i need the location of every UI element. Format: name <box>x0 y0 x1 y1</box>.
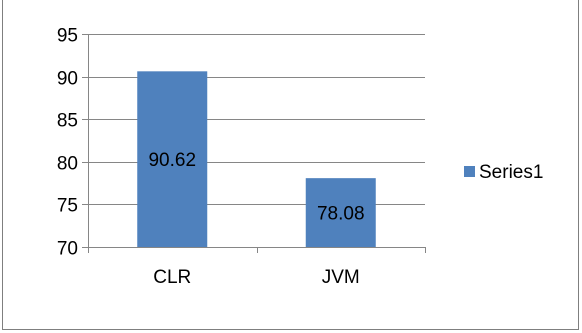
y-tick-label-85: 85 <box>57 111 78 132</box>
y-tick-label-75: 75 <box>57 196 78 217</box>
data-labels: 90.62 78.08 <box>148 150 364 224</box>
x-category-labels: CLR JVM <box>153 267 360 288</box>
y-tick-label-80: 80 <box>57 154 78 175</box>
x-category-label-jvm: JVM <box>322 267 360 288</box>
legend-label-series1: Series1 <box>479 162 543 183</box>
bar-clr <box>137 71 208 247</box>
x-category-label-clr: CLR <box>153 267 191 288</box>
axes <box>82 34 426 253</box>
data-label-jvm: 78.08 <box>317 204 365 225</box>
y-tick-label-95: 95 <box>57 26 78 47</box>
bars <box>137 71 376 247</box>
legend: Series1 <box>464 162 543 183</box>
legend-swatch-series1 <box>464 166 475 177</box>
bar-jvm <box>305 178 376 247</box>
data-label-clr: 90.62 <box>148 150 196 171</box>
y-tick-label-90: 90 <box>57 69 78 90</box>
y-tick-label-70: 70 <box>57 239 78 260</box>
y-tick-labels: 70 75 80 85 90 95 <box>57 26 78 260</box>
